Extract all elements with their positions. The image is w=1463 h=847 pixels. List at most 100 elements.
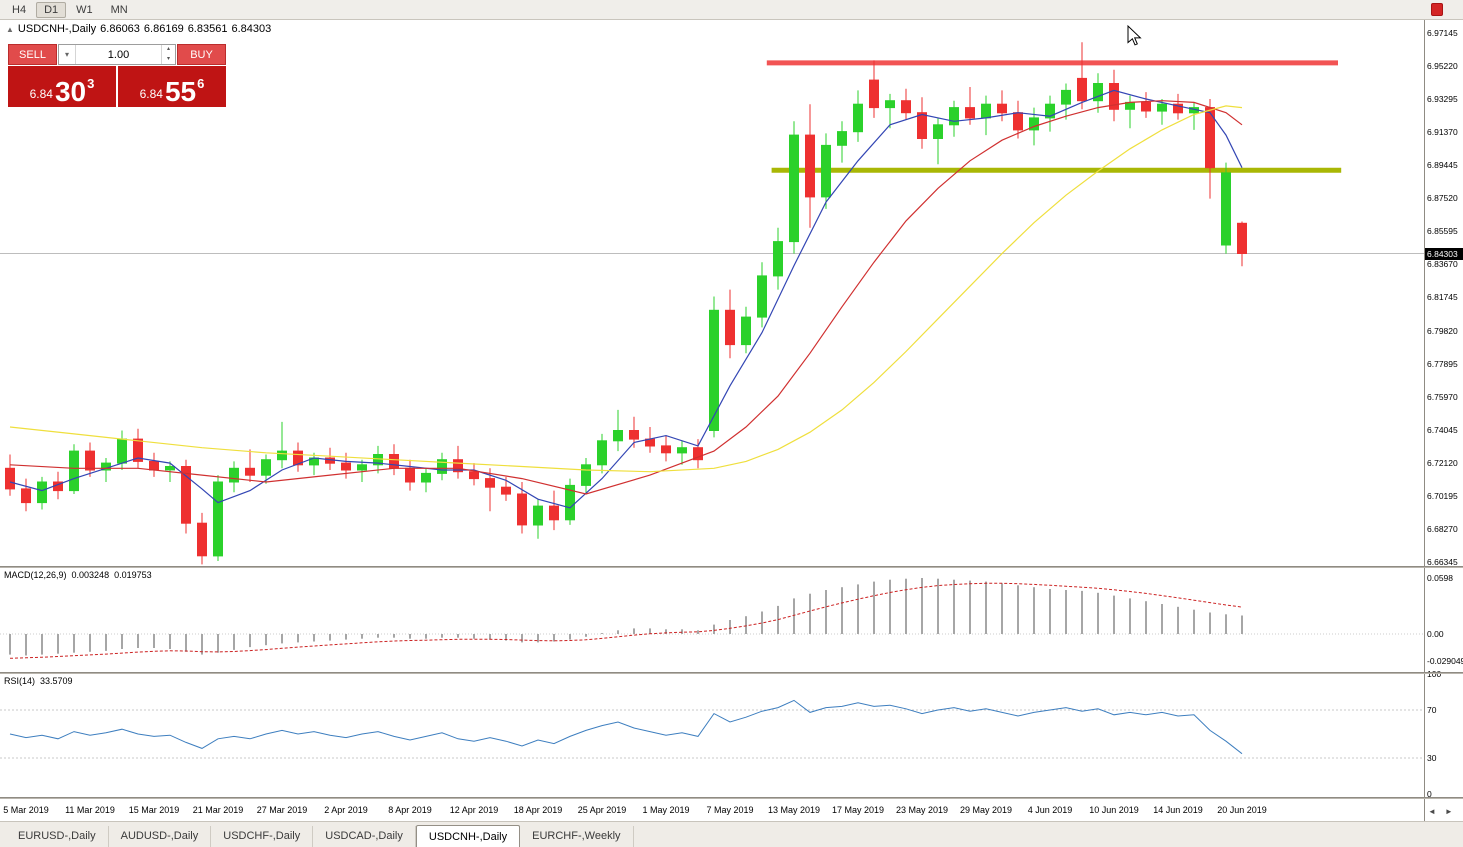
chart-area: ▲ USDCNH-,Daily 6.86063 6.86169 6.83561 6.843… [0, 20, 1424, 821]
date-axis-label: 1 May 2019 [642, 805, 690, 815]
timeframe-button-d1[interactable]: D1 [36, 1, 67, 18]
chart-tab-usdcad[interactable]: USDCAD-,Daily [313, 826, 416, 847]
macd-histogram [9, 578, 1243, 656]
macd-name: MACD(12,26,9) [4, 570, 67, 580]
buy-price-panel[interactable]: 6.84 55 6 [118, 66, 226, 107]
sell-price-prefix: 6.84 [29, 87, 53, 101]
date-axis-label: 2 Apr 2019 [324, 805, 368, 815]
date-axis-label: 4 Jun 2019 [1027, 805, 1073, 815]
date-axis-label: 7 May 2019 [706, 805, 754, 815]
chart-tab-usdcnh[interactable]: USDCNH-,Daily [415, 825, 521, 847]
scroll-right-arrow[interactable]: ► [1444, 807, 1453, 816]
date-axis-label: 21 Mar 2019 [192, 805, 244, 815]
price-axis-label: 6.72120 [1427, 457, 1458, 468]
price-axis-label: 6.66345 [1427, 556, 1458, 567]
chart-tabs-bar: EURUSD-,Daily AUDUSD-,Daily USDCHF-,Daily U… [0, 821, 1463, 847]
price-axis-label: 6.79820 [1427, 325, 1458, 336]
sell-price-sup: 3 [87, 76, 95, 91]
price-axis-label: 0.00 [1427, 629, 1444, 639]
rsi-value: 33.5709 [40, 676, 73, 686]
main-chart-canvas[interactable] [0, 20, 1424, 566]
candlesticks [5, 42, 1247, 565]
mid-ma-line[interactable] [9, 100, 1243, 495]
date-axis-label: 17 May 2019 [831, 805, 885, 815]
macd-signal-line [9, 582, 1243, 659]
date-axis-label: 14 Jun 2019 [1153, 805, 1203, 815]
macd-value-main: 0.003248 [71, 570, 110, 580]
chart-tab-eurusd[interactable]: EURUSD-,Daily [6, 826, 109, 847]
timeframe-button-mn[interactable]: MN [103, 2, 136, 18]
macd-pane[interactable]: MACD(12,26,9) 0.003248 0.019753 [0, 568, 1424, 672]
timeframe-button-h4[interactable]: H4 [4, 2, 34, 18]
date-axis-label: 12 Apr 2019 [449, 805, 499, 815]
date-axis-label: 10 Jun 2019 [1089, 805, 1139, 815]
quote-open: 6.86063 [100, 23, 140, 35]
price-axis-label: 0.0598 [1427, 572, 1453, 583]
price-axis-label: 6.81745 [1427, 292, 1458, 303]
price-axis-label: 30 [1427, 753, 1437, 763]
chart-tab-eurchf[interactable]: EURCHF-,Weekly [520, 826, 634, 847]
date-axis-label: 25 Apr 2019 [577, 805, 627, 815]
macd-canvas[interactable] [0, 568, 1424, 672]
volume-spinner[interactable]: ▴ ▾ [161, 45, 175, 64]
rsi-name: RSI(14) [4, 676, 36, 686]
price-axis-label: 6.85595 [1427, 226, 1458, 237]
buy-price-big: 55 [164, 75, 197, 107]
volume-input-group[interactable]: ▾ 1.00 ▴ ▾ [58, 44, 176, 65]
macd-label: MACD(12,26,9) 0.003248 0.019753 [4, 570, 157, 580]
date-axis[interactable]: 5 Mar 2019 11 Mar 2019 15 Mar 2019 21 Mar 2… [0, 799, 1424, 821]
scroll-left-arrow[interactable]: ◄ [1428, 807, 1436, 816]
one-click-trading-panel: SELL ▾ 1.00 ▴ ▾ BUY 6.84 30 3 [8, 44, 226, 107]
main-chart-pane[interactable]: ▲ USDCNH-,Daily 6.86063 6.86169 6.83561 6.843… [0, 20, 1424, 566]
sell-button[interactable]: SELL [8, 44, 57, 65]
chart-tab-usdchf[interactable]: USDCHF-,Daily [211, 826, 314, 847]
date-axis-label: 8 Apr 2019 [388, 805, 432, 815]
collapse-icon[interactable]: ▲ [6, 25, 14, 34]
price-axis-label: 6.74045 [1427, 424, 1458, 435]
rsi-label: RSI(14) 33.5709 [4, 676, 78, 686]
current-price-tag: 6.84303 [1425, 247, 1463, 260]
chart-title-symbol: USDCNH-,Daily [17, 23, 97, 35]
rsi-line [9, 699, 1243, 755]
price-axis-label: -0.029049 [1427, 656, 1463, 667]
date-axis-label: 18 Apr 2019 [513, 805, 563, 815]
alert-icon[interactable] [1431, 3, 1443, 16]
pane-separator[interactable] [0, 797, 1463, 799]
buy-price-prefix: 6.84 [139, 87, 163, 101]
date-axis-label: 29 May 2019 [959, 805, 1013, 815]
date-axis-label: 5 Mar 2019 [3, 805, 49, 815]
sell-price-panel[interactable]: 6.84 30 3 [8, 66, 116, 107]
slow-ma-line[interactable] [9, 105, 1243, 473]
volume-dropdown-icon[interactable]: ▾ [59, 45, 76, 64]
axis-scroll-arrows: ◄ ► [1428, 807, 1453, 816]
rsi-canvas[interactable] [0, 674, 1424, 797]
price-axis-label: 6.83670 [1427, 259, 1458, 270]
date-axis-label: 13 May 2019 [767, 805, 821, 815]
timeframe-button-w1[interactable]: W1 [68, 2, 101, 18]
price-axis-label: 6.75970 [1427, 391, 1458, 402]
spinner-down-icon[interactable]: ▾ [166, 55, 170, 62]
rsi-pane[interactable]: RSI(14) 33.5709 [0, 674, 1424, 797]
fast-ma-line[interactable] [9, 89, 1243, 509]
pane-separator[interactable] [0, 566, 1463, 568]
date-axis-label: 20 Jun 2019 [1217, 805, 1267, 815]
buy-button[interactable]: BUY [177, 44, 226, 65]
chart-tab-audusd[interactable]: AUDUSD-,Daily [109, 826, 212, 847]
mouse-cursor [1127, 24, 1142, 46]
sell-price-big: 30 [54, 75, 87, 107]
quote-low: 6.83561 [187, 23, 228, 35]
timeframe-buttons: H4 D1 W1 MN [4, 1, 136, 18]
price-axis-label: 0 [1427, 789, 1432, 799]
quote-close: 6.84303 [231, 23, 272, 35]
price-axis-label: 6.91370 [1427, 127, 1458, 138]
date-axis-label: 23 May 2019 [895, 805, 949, 815]
quote-high: 6.86169 [143, 23, 184, 35]
volume-value[interactable]: 1.00 [107, 48, 130, 61]
price-axis-label: 6.68270 [1427, 523, 1458, 534]
pane-separator[interactable] [0, 672, 1463, 674]
spinner-up-icon[interactable]: ▴ [166, 46, 170, 52]
price-axis[interactable]: ◄ ► 6.97145 6.95220 6.93295 6.91370 6.89445 6… [1424, 20, 1463, 821]
date-axis-label: 11 Mar 2019 [65, 805, 115, 815]
price-axis-label: 100 [1427, 669, 1442, 679]
